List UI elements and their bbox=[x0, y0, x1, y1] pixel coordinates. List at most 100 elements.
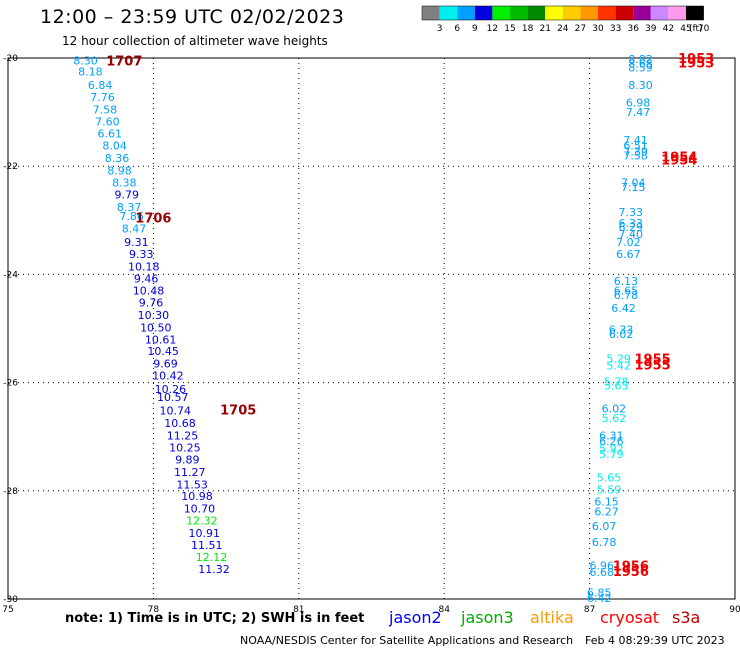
wave-height-label: 6.02 bbox=[602, 403, 627, 416]
wave-height-label: 7.41 bbox=[623, 134, 648, 147]
chart-title: 12:00 – 23:59 UTC 02/02/2023 bbox=[40, 6, 345, 28]
x-tick-label: 78 bbox=[148, 605, 160, 615]
wave-height-label: 6.98 bbox=[626, 96, 651, 109]
legend-swatch bbox=[527, 6, 546, 20]
wave-height-label: 8.37 bbox=[117, 201, 142, 214]
wave-height-label: 6.33 bbox=[619, 217, 644, 230]
legend-label: 3 bbox=[437, 24, 443, 34]
satellite-jason2-label: jason2 bbox=[389, 608, 442, 627]
wave-height-label: 6.31 bbox=[599, 430, 624, 443]
wave-height-label: 9.31 bbox=[124, 236, 149, 249]
y-tick-label: -30 bbox=[3, 595, 18, 605]
wave-height-label: 5.78 bbox=[604, 376, 629, 389]
wave-height-label: 9.69 bbox=[153, 358, 178, 371]
legend-label: 45 bbox=[680, 24, 691, 34]
wave-height-label: 5.62 bbox=[602, 412, 627, 425]
wave-height-label: 6.61 bbox=[98, 128, 123, 141]
wave-height-label: 8.38 bbox=[112, 176, 137, 189]
legend-swatch bbox=[457, 6, 475, 20]
wave-height-label: 6.84 bbox=[88, 79, 113, 92]
wave-height-label: 7.60 bbox=[95, 115, 120, 128]
plot-frame bbox=[7, 57, 736, 600]
legend-swatch bbox=[474, 6, 493, 20]
wave-height-label: 7.39 bbox=[623, 146, 648, 159]
wave-height-label: 11.32 bbox=[198, 563, 230, 576]
wave-height-label: 7.15 bbox=[621, 181, 646, 194]
wave-height-label: 6.67 bbox=[616, 248, 641, 261]
wave-height-label: 12.12 bbox=[196, 551, 228, 564]
legend-label: 33 bbox=[610, 24, 621, 34]
legend-swatch bbox=[510, 6, 528, 20]
y-tick-label: -26 bbox=[3, 379, 18, 389]
legend-swatch bbox=[615, 6, 634, 20]
wave-height-label: 6.78 bbox=[614, 289, 639, 302]
x-tick-label: 87 bbox=[584, 605, 595, 615]
time-label: 1954 bbox=[661, 150, 697, 165]
legend-swatch bbox=[492, 6, 510, 20]
time-label: 1954 bbox=[661, 154, 697, 169]
time-label: 1705 bbox=[220, 404, 256, 419]
wave-height-label: 7.02 bbox=[616, 236, 641, 249]
y-tick-label: -20 bbox=[3, 54, 18, 64]
wave-height-label: 12.32 bbox=[186, 515, 218, 528]
time-label: 1955 bbox=[635, 352, 671, 367]
wave-height-label: 6.29 bbox=[619, 221, 644, 234]
legend-label: 21 bbox=[539, 24, 550, 34]
y-tick-label: -24 bbox=[3, 270, 18, 280]
wave-height-label: 9.46 bbox=[134, 273, 159, 286]
legend-swatch bbox=[668, 6, 686, 20]
wave-height-label: 9.89 bbox=[175, 453, 200, 466]
time-label: 1955 bbox=[635, 359, 671, 374]
wave-height-label: 7.33 bbox=[619, 206, 644, 219]
wave-height-label: 5.29 bbox=[606, 352, 631, 365]
legend-label: 30 bbox=[592, 24, 604, 34]
time-label: 1953 bbox=[678, 52, 714, 67]
wave-height-label: 6.13 bbox=[614, 275, 639, 288]
wave-height-label: 10.26 bbox=[155, 383, 187, 396]
legend-label: 39 bbox=[645, 24, 657, 34]
wave-height-label: 10.45 bbox=[147, 345, 179, 358]
wave-height-label: 8.68 bbox=[628, 57, 653, 70]
legend-swatch bbox=[650, 6, 669, 20]
wave-height-label: 9.76 bbox=[139, 297, 164, 310]
legend-swatch bbox=[422, 6, 440, 20]
legend-label: 36 bbox=[627, 24, 639, 34]
time-label: 1956 bbox=[613, 559, 649, 574]
wave-height-label: 6.42 bbox=[611, 302, 636, 315]
wave-height-label: 10.30 bbox=[138, 309, 170, 322]
wave-height-label: 10.98 bbox=[181, 490, 213, 503]
wave-height-label: 7.40 bbox=[619, 228, 644, 241]
time-label: 1707 bbox=[106, 55, 142, 70]
legend-label: 27 bbox=[575, 24, 586, 34]
legend-label: 24 bbox=[557, 24, 569, 34]
wave-height-label: 8.82 bbox=[628, 53, 653, 66]
wave-height-label: 8.18 bbox=[78, 66, 103, 79]
time-label: 1953 bbox=[678, 56, 714, 71]
wave-height-label: 6.07 bbox=[592, 520, 617, 533]
satellite-cryosat-label: cryosat bbox=[600, 608, 660, 627]
credit-text: NOAA/NESDIS Center for Satellite Applica… bbox=[240, 634, 574, 647]
satellite-s3a-label: s3a bbox=[672, 608, 701, 627]
y-tick-label: -28 bbox=[3, 487, 18, 497]
wave-height-label: 6.42 bbox=[587, 592, 612, 605]
legend-swatch bbox=[562, 6, 581, 20]
wave-height-label: 6.78 bbox=[592, 536, 617, 549]
wave-height-label: 7.58 bbox=[93, 103, 118, 116]
satellite-jason3-label: jason3 bbox=[461, 608, 514, 627]
wave-height-label: 10.68 bbox=[164, 417, 196, 430]
wave-height-label: 6.51 bbox=[623, 140, 648, 153]
x-tick-label: 81 bbox=[293, 605, 304, 615]
legend-swatch bbox=[439, 6, 458, 20]
x-tick-label: 75 bbox=[2, 605, 13, 615]
legend-label: 12 bbox=[487, 24, 498, 34]
legend-unit: (ft) bbox=[689, 24, 703, 34]
wave-height-label: 10.70 bbox=[184, 503, 216, 516]
wave-height-label: 7.47 bbox=[626, 106, 651, 119]
wave-height-label: 6.02 bbox=[609, 328, 634, 341]
legend-swatch bbox=[633, 6, 651, 20]
y-tick-label: -22 bbox=[3, 162, 18, 172]
legend-swatch bbox=[545, 6, 563, 20]
satellite-altika-label: altika bbox=[530, 608, 574, 627]
wave-height-label: 6.27 bbox=[594, 505, 619, 518]
